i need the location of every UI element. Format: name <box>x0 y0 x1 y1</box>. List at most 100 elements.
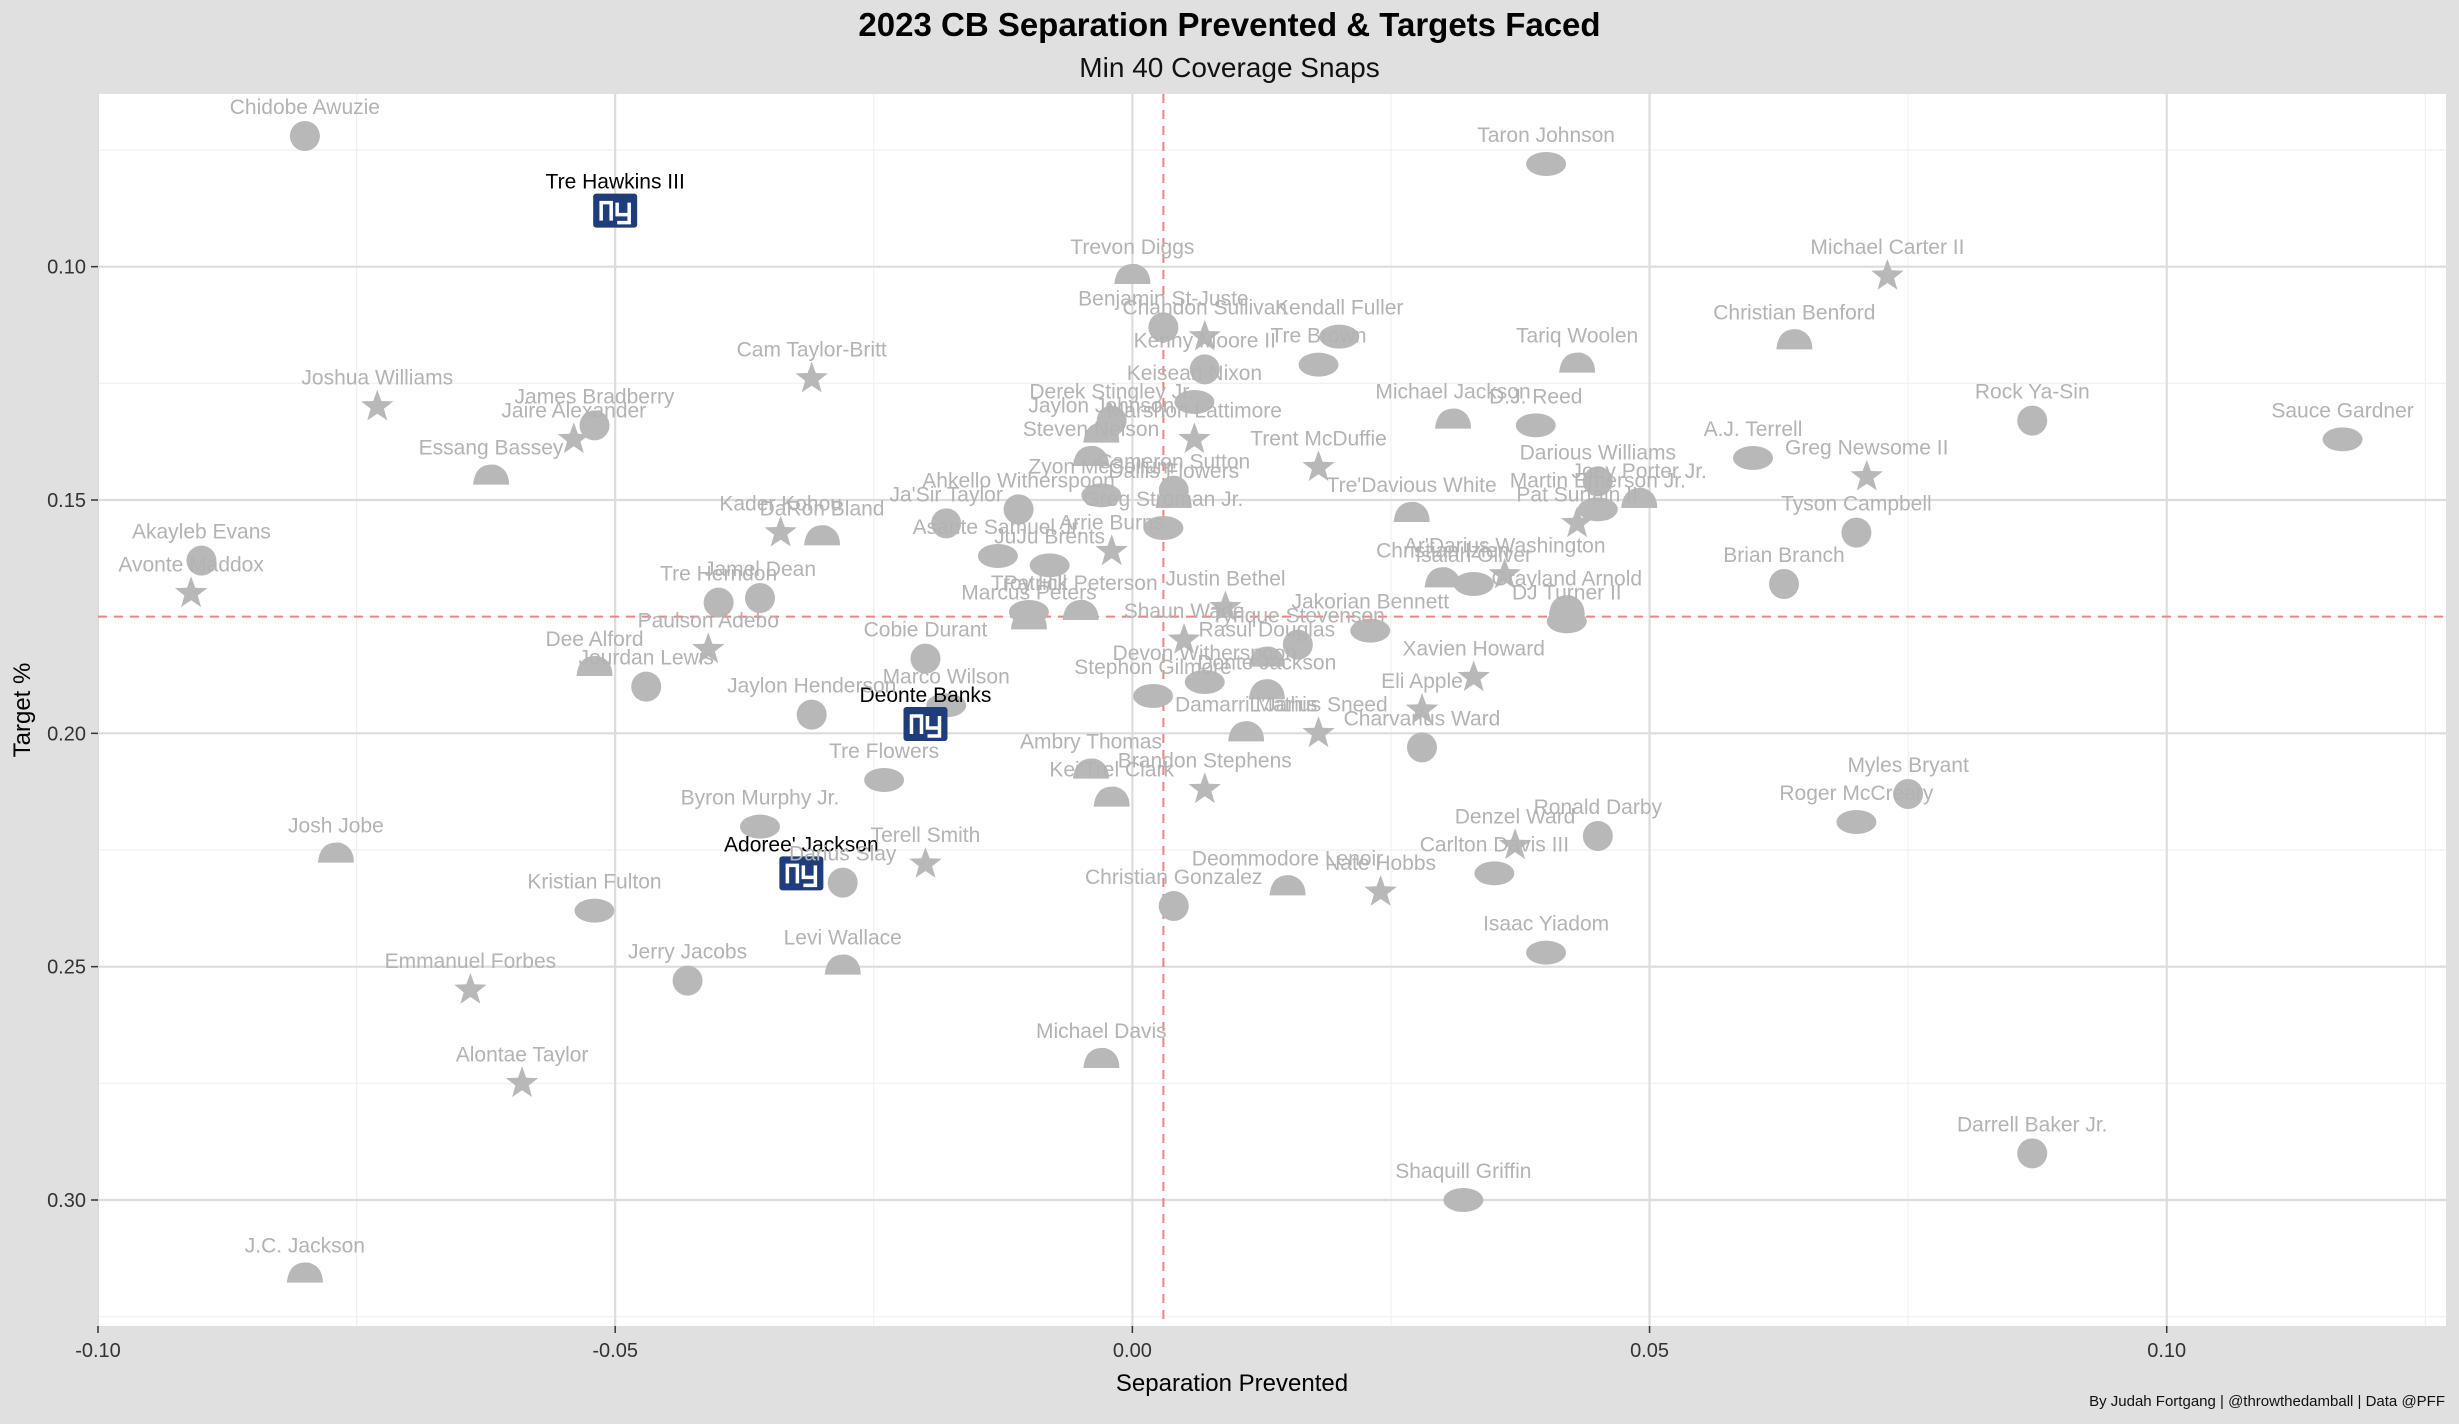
point-label: Avonte Maddox <box>118 553 264 576</box>
point-label: Justin Bethel <box>1165 567 1285 590</box>
point-label: Charvarius Ward <box>1344 707 1501 730</box>
point-label: Rasul Douglas <box>1199 619 1336 642</box>
team-logo-icon <box>1893 779 1924 809</box>
point-label: Jakorian Bennett <box>1291 591 1449 614</box>
point-label: Joey Porter Jr. <box>1572 460 1707 483</box>
point-label: Nate Hobbs <box>1325 852 1436 875</box>
point-label: DJ Turner II <box>1512 581 1622 604</box>
point-label: Pat Surtain II <box>1516 483 1637 506</box>
point-label: Darius Slay <box>789 843 897 866</box>
point-label: Keisean Nixon <box>1127 362 1262 385</box>
team-logo-icon <box>1350 618 1391 643</box>
ny-giants-logo-letters <box>599 200 631 225</box>
team-logo-icon <box>1248 646 1285 667</box>
point-label: Marshon Lattimore <box>1107 399 1282 422</box>
team-logo-icon <box>1405 693 1439 724</box>
team-logo-icon <box>1093 786 1130 807</box>
point-label: Carlton Davis III <box>1420 833 1569 856</box>
team-logo-icon <box>454 973 487 1004</box>
point-label: JuJu Brents <box>994 525 1105 548</box>
y-tick-label: 0.20 <box>47 723 86 745</box>
team-logo-icon <box>1143 516 1184 540</box>
point-label: Troy Hill <box>991 572 1067 595</box>
team-logo-icon <box>1302 716 1335 748</box>
team-logo-icon <box>795 361 828 393</box>
team-logo-icon <box>1457 660 1490 692</box>
point-label: Michael Jackson <box>1375 381 1530 404</box>
team-logo-icon <box>2322 427 2363 452</box>
team-logo-icon <box>317 842 354 863</box>
point-label: Brandon Stephens <box>1118 749 1292 772</box>
team-logo-icon <box>1167 623 1201 654</box>
point-label: Christian Benford <box>1713 301 1875 324</box>
point-label: Christian Izien <box>1376 539 1509 562</box>
ny-giants-logo-icon <box>779 856 824 891</box>
ny-giants-logo-letters <box>909 714 942 738</box>
point-label: Michael Carter II <box>1810 236 1964 259</box>
point-label: Isaac Yiadom <box>1483 913 1609 936</box>
point-label: L'Jarius Sneed <box>1249 693 1387 716</box>
point-label: Jaylon Henderson <box>727 675 896 698</box>
point-label: Shaquill Griffin <box>1395 1160 1531 1183</box>
team-logo-icon <box>1769 569 1800 599</box>
team-logo-icon <box>1871 259 1904 290</box>
team-logo-icon <box>574 898 615 923</box>
point-label: Marco Wilson <box>883 665 1010 688</box>
team-logo-icon <box>1546 609 1587 634</box>
point-label: A.J. Terrell <box>1704 418 1803 441</box>
team-logo-icon <box>1732 446 1773 470</box>
point-label: Christian Gonzalez <box>1085 866 1262 889</box>
team-logo-icon <box>692 632 725 664</box>
point-label: Essang Bassey <box>419 437 564 460</box>
point-label: Tyson Campbell <box>1781 493 1932 516</box>
team-logo-icon <box>2017 1138 2048 1169</box>
team-logo-icon <box>1072 445 1109 466</box>
team-logo-icon <box>1850 459 1883 491</box>
x-axis-title: Separation Prevented <box>1116 1370 1348 1397</box>
point-label: Josh Jobe <box>288 815 384 838</box>
point-label: Greg Stroman Jr. <box>1083 488 1243 511</box>
point-label: Jaylon Johnson <box>1028 395 1174 418</box>
point-label: Alontae Taylor <box>456 1043 589 1066</box>
y-tick-label: 0.30 <box>47 1190 86 1212</box>
team-logo-icon <box>1474 861 1515 886</box>
point-label: Isaiah Oliver <box>1415 544 1532 567</box>
team-logo-icon <box>1364 875 1397 906</box>
team-logo-icon <box>505 1066 539 1098</box>
point-label: Asante Samuel Jr. <box>913 516 1083 539</box>
point-label: Deommodore Lenoir <box>1192 847 1383 870</box>
point-label: Roger McCreary <box>1779 782 1934 805</box>
point-label: Akayleb Evans <box>132 521 271 544</box>
point-label: Byron Murphy Jr. <box>681 787 840 810</box>
team-logo-icon <box>174 576 208 608</box>
team-logo-icon <box>1155 487 1192 508</box>
point-label: J.C. Jackson <box>245 1235 365 1258</box>
point-label: Adoree' Jackson <box>724 833 879 856</box>
point-label: Deonte Banks <box>860 684 992 707</box>
point-label: Marcus Peters <box>961 581 1096 604</box>
point-label: Ahkello Witherspoon <box>922 469 1115 492</box>
chart-caption: By Judah Fortgang | @throwthedamball | D… <box>2089 1393 2445 1410</box>
team-logo-icon <box>1209 590 1242 622</box>
point-label: Damarri Mathis <box>1175 693 1317 716</box>
point-label: Stephon Gilmore <box>1074 656 1232 679</box>
point-label: Patrick Peterson <box>1004 572 1158 595</box>
team-logo-icon <box>1095 534 1128 566</box>
point-label: Jerry Jacobs <box>628 941 747 964</box>
team-logo-icon <box>579 410 610 441</box>
team-logo-icon <box>1010 609 1047 630</box>
team-logo-icon <box>1548 595 1585 616</box>
team-logo-icon <box>1577 497 1618 522</box>
team-logo-icon <box>186 545 217 576</box>
point-label: Tre'Davious White <box>1327 474 1497 497</box>
team-logo-icon <box>1174 390 1215 414</box>
team-logo-icon <box>1228 721 1265 742</box>
point-label: Taron Johnson <box>1477 124 1615 147</box>
point-label: Cameron Sutton <box>1097 451 1250 474</box>
team-logo-icon <box>1424 567 1461 588</box>
x-tick-label: -0.10 <box>75 1340 121 1362</box>
team-logo-icon <box>1453 572 1494 596</box>
point-label: Martin Emerson Jr. <box>1510 469 1686 492</box>
team-logo-icon <box>1184 670 1225 694</box>
team-logo-icon <box>289 121 320 151</box>
